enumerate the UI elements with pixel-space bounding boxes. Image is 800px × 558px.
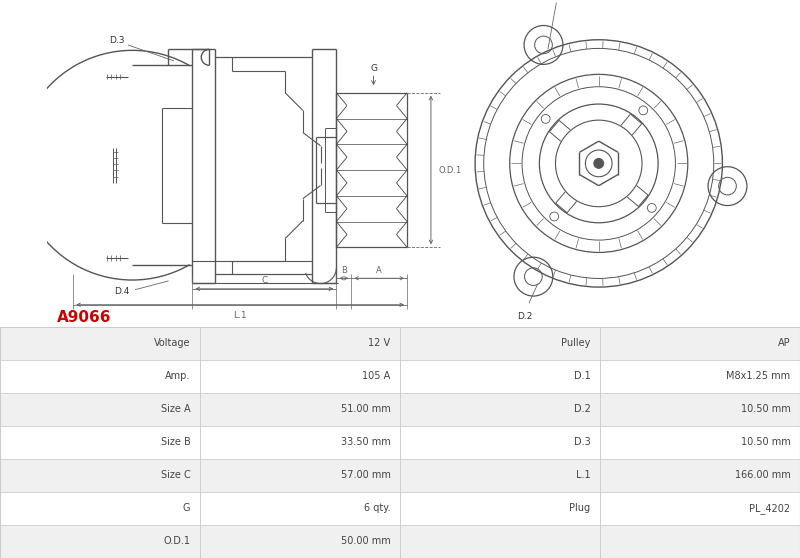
- Bar: [600, 393, 800, 426]
- Text: Size C: Size C: [161, 470, 190, 480]
- Text: PL_4202: PL_4202: [750, 503, 790, 514]
- Bar: [400, 492, 600, 525]
- Text: M8x1.25 mm: M8x1.25 mm: [726, 372, 790, 381]
- Text: D.2: D.2: [574, 405, 590, 415]
- Bar: [0, 360, 200, 393]
- Text: 10.50 mm: 10.50 mm: [741, 437, 790, 448]
- Bar: [200, 525, 400, 558]
- Text: 57.00 mm: 57.00 mm: [341, 470, 390, 480]
- Text: 33.50 mm: 33.50 mm: [341, 437, 390, 448]
- Text: Pulley: Pulley: [561, 338, 590, 348]
- Bar: [600, 459, 800, 492]
- Circle shape: [594, 158, 604, 169]
- Bar: [200, 393, 400, 426]
- Bar: [200, 459, 400, 492]
- Text: A9066: A9066: [58, 310, 112, 325]
- Text: Plug: Plug: [570, 503, 590, 513]
- Text: Size A: Size A: [161, 405, 190, 415]
- Text: D.3: D.3: [574, 437, 590, 448]
- Text: L.1: L.1: [234, 311, 247, 320]
- Bar: [200, 426, 400, 459]
- Text: O.D.1: O.D.1: [438, 166, 462, 175]
- Bar: [400, 393, 600, 426]
- Bar: [400, 525, 600, 558]
- Text: G: G: [370, 64, 377, 73]
- Text: 50.00 mm: 50.00 mm: [341, 536, 390, 546]
- Bar: [200, 327, 400, 360]
- Text: Size B: Size B: [161, 437, 190, 448]
- Text: 12 V: 12 V: [368, 338, 390, 348]
- Bar: [200, 360, 400, 393]
- Text: Voltage: Voltage: [154, 338, 190, 348]
- Text: 10.50 mm: 10.50 mm: [741, 405, 790, 415]
- Text: A: A: [376, 266, 382, 275]
- Bar: [600, 327, 800, 360]
- Bar: [400, 360, 600, 393]
- Text: O.D.1: O.D.1: [163, 536, 190, 546]
- Text: 51.00 mm: 51.00 mm: [341, 405, 390, 415]
- Bar: [0, 525, 200, 558]
- Bar: [0, 492, 200, 525]
- Text: AP: AP: [778, 338, 790, 348]
- Text: 105 A: 105 A: [362, 372, 390, 381]
- Bar: [600, 360, 800, 393]
- Text: 166.00 mm: 166.00 mm: [734, 470, 790, 480]
- Bar: [0, 459, 200, 492]
- Bar: [600, 525, 800, 558]
- Bar: [0, 426, 200, 459]
- Bar: [0, 393, 200, 426]
- Text: D.4: D.4: [114, 287, 130, 296]
- Text: C: C: [262, 276, 267, 285]
- Bar: [400, 327, 600, 360]
- Bar: [400, 459, 600, 492]
- Text: D.2: D.2: [517, 312, 532, 321]
- Text: B: B: [341, 266, 347, 275]
- Bar: [600, 492, 800, 525]
- Text: D.3: D.3: [109, 36, 124, 45]
- Text: L.1: L.1: [576, 470, 590, 480]
- Text: D.1: D.1: [574, 372, 590, 381]
- Text: G: G: [183, 503, 190, 513]
- Bar: [0, 327, 200, 360]
- Bar: [400, 426, 600, 459]
- Text: 6 qty.: 6 qty.: [364, 503, 390, 513]
- Bar: [200, 492, 400, 525]
- Bar: [600, 426, 800, 459]
- Text: Amp.: Amp.: [165, 372, 190, 381]
